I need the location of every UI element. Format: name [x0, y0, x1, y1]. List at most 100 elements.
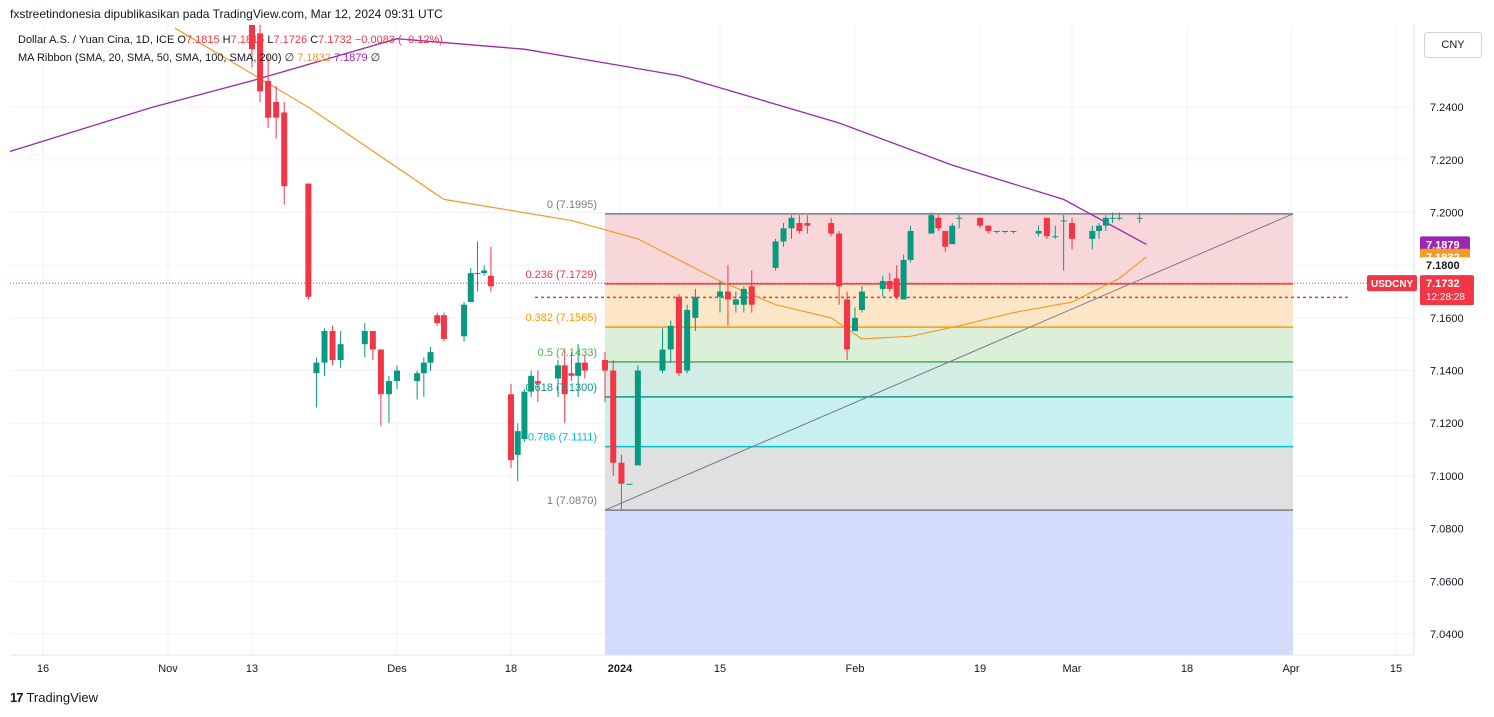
candle-body	[772, 241, 779, 268]
candle-body	[886, 281, 893, 289]
fib-label: 0.5 (7.1433)	[538, 347, 597, 359]
time-tick-label: Des	[387, 663, 407, 675]
price-tag-label: 7.1879	[1426, 239, 1460, 251]
ohlc-h-label: H	[222, 34, 231, 46]
symbol-tag-label: USDCNY	[1371, 279, 1414, 290]
candle-body	[568, 373, 575, 376]
candle-body	[575, 362, 582, 376]
fib-zone	[605, 327, 1293, 362]
candle-body	[1060, 220, 1067, 222]
candle-body	[626, 483, 633, 485]
price-tag-box	[1420, 257, 1470, 274]
candle-body	[804, 223, 811, 226]
ohlc-change: −0.0083 (−0.12%)	[354, 34, 443, 46]
ma50-line	[10, 38, 1147, 245]
candle-body	[1089, 230, 1096, 239]
time-tick-label: Feb	[846, 663, 865, 675]
candle-body	[907, 230, 914, 260]
time-tick-label: 2024	[608, 663, 633, 675]
candle-body	[977, 217, 983, 226]
last-price-label: 7.1732	[1426, 278, 1460, 290]
candle-body	[602, 360, 608, 371]
candle-body	[684, 309, 691, 371]
candle-body	[434, 315, 441, 324]
candle-body	[1109, 217, 1116, 219]
candle-body	[534, 381, 541, 384]
candle-body	[281, 112, 288, 187]
ma-tail-icon: ∅	[370, 52, 381, 64]
symbol-legend: Dollar A.S. / Yuan Cina, 1D, ICE O7.1815…	[18, 34, 443, 46]
candle-body	[257, 33, 264, 92]
candle-body	[928, 215, 935, 234]
candle-body	[1096, 225, 1103, 231]
tradingview-logo-icon: 17	[10, 690, 24, 705]
ohlc-open: 7.1815	[185, 34, 220, 46]
ma-legend: MA Ribbon (SMA, 20, SMA, 50, SMA, 100, S…	[18, 51, 380, 64]
symbol-name: Dollar A.S. / Yuan Cina, 1D, ICE	[18, 34, 175, 46]
time-tick-label: 13	[246, 663, 258, 675]
candle-body	[1052, 236, 1059, 238]
fib-label: 0.786 (7.1111)	[528, 432, 597, 444]
time-tick-label: Nov	[158, 663, 178, 675]
candle-body	[900, 259, 907, 300]
fib-label: 0.618 (7.1300)	[525, 382, 597, 394]
candle-body	[467, 273, 474, 303]
candle-body	[796, 223, 803, 231]
candle-body	[717, 291, 723, 297]
price-tick-label: 7.1200	[1430, 418, 1464, 430]
ohlc-close: 7.1732	[318, 34, 352, 46]
candle-body	[956, 217, 963, 219]
fib-label: 0.382 (7.1565)	[525, 312, 597, 324]
time-tick-label: Mar	[1063, 663, 1082, 675]
candle-body	[659, 349, 666, 371]
price-tick-label: 7.2200	[1430, 155, 1464, 167]
candle-body	[858, 291, 865, 310]
candle-body	[474, 273, 481, 275]
price-tick-label: 7.2400	[1430, 102, 1464, 114]
plot-area	[10, 25, 1414, 655]
symbol-tag-box	[1367, 275, 1417, 292]
tradingview-footer[interactable]: 17 TradingView	[10, 690, 98, 705]
candle-body	[528, 375, 535, 392]
candle-body	[828, 223, 835, 234]
fib-label: 0.236 (7.1729)	[525, 269, 597, 281]
currency-button[interactable]: CNY	[1424, 32, 1482, 58]
candle-body	[420, 362, 427, 374]
candle-body	[788, 217, 795, 229]
candle-body	[555, 365, 561, 379]
fib-zone	[605, 446, 1293, 511]
candle-body	[321, 331, 328, 363]
ohlc-c-label: C	[310, 34, 319, 46]
last-price-box	[1420, 275, 1474, 306]
candle-body	[1043, 217, 1050, 237]
candle-body	[249, 25, 255, 50]
price-tick-label: 7.1600	[1430, 313, 1464, 325]
time-tick-label: 15	[1390, 663, 1402, 675]
tradingview-brand: TradingView	[26, 690, 99, 705]
fib-trend-line	[604, 213, 1294, 511]
candle-body	[481, 270, 488, 274]
candle-body	[618, 462, 625, 484]
countdown-label: 12:28:28	[1426, 292, 1465, 303]
price-tick-label: 7.0800	[1430, 524, 1464, 536]
candle-body	[1002, 230, 1009, 232]
candle-body	[414, 373, 421, 382]
time-tick-label: 15	[714, 663, 726, 675]
candle-body	[893, 278, 900, 297]
candle-body	[1010, 230, 1017, 232]
candle-body	[852, 317, 858, 332]
candle-body	[780, 228, 787, 242]
fib-zone	[605, 283, 1293, 328]
candle-body	[265, 80, 272, 118]
candle-body	[394, 370, 400, 382]
candle-body	[844, 299, 851, 350]
candle-body	[521, 391, 528, 440]
candle-body	[369, 331, 376, 350]
candle-body	[561, 365, 568, 395]
ohlc-l-label: L	[267, 34, 274, 46]
ma-ribbon-label: MA Ribbon (SMA, 20, SMA, 50, SMA, 100, S…	[18, 52, 282, 64]
candle-body	[667, 325, 674, 350]
ma-separator-icon: ∅	[284, 52, 295, 64]
candle-body	[692, 296, 699, 318]
